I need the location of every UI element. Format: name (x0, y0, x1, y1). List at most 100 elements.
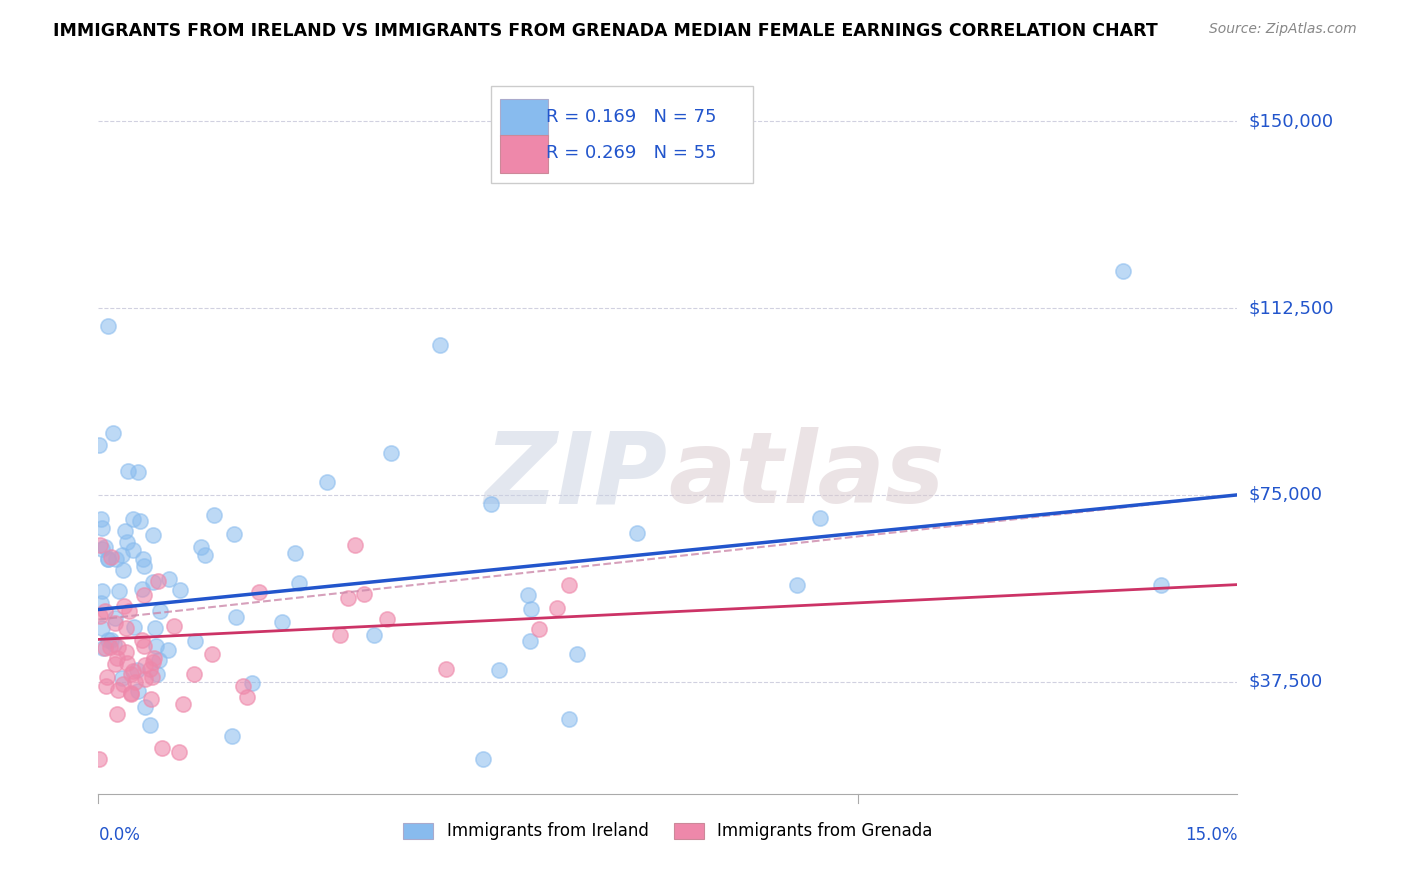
Point (132, 588, 155, 602)
Point (167, 745, 190, 759)
Point (90, 621, 112, 635)
Point (91, 641, 114, 656)
Point (236, 690, 259, 704)
Point (120, 686, 142, 700)
Point (808, 511, 831, 525)
Point (157, 573, 180, 587)
Point (104, 551, 127, 566)
Point (117, 464, 139, 478)
Point (114, 599, 136, 613)
Text: ZIP: ZIP (485, 427, 668, 524)
Point (143, 650, 166, 665)
Point (127, 465, 149, 479)
Point (343, 538, 366, 552)
Point (134, 700, 156, 714)
Point (146, 667, 169, 681)
Point (124, 675, 146, 690)
Point (111, 671, 134, 685)
Point (221, 729, 243, 743)
Point (105, 706, 128, 721)
Point (96, 670, 118, 684)
Point (100, 633, 122, 648)
Point (118, 604, 141, 618)
Point (429, 338, 451, 352)
Point (558, 712, 581, 726)
Point (127, 663, 149, 677)
Point (146, 574, 169, 588)
Point (134, 672, 156, 686)
Point (114, 620, 136, 634)
Point (121, 543, 143, 558)
Point (115, 657, 138, 671)
Point (145, 639, 167, 653)
Point (91, 542, 114, 557)
Point (520, 601, 543, 615)
Point (516, 588, 538, 602)
Point (112, 563, 135, 577)
Point (100, 640, 122, 655)
Point (141, 670, 163, 684)
Point (183, 667, 205, 681)
Text: R = 0.269   N = 55: R = 0.269 N = 55 (546, 144, 717, 162)
Point (127, 683, 149, 698)
Point (139, 662, 162, 676)
Point (375, 612, 398, 626)
Point (124, 620, 146, 634)
Text: $112,500: $112,500 (1249, 299, 1334, 317)
Point (156, 643, 179, 657)
Point (183, 633, 205, 648)
Point (97, 633, 120, 648)
Point (225, 609, 247, 624)
Point (1150, 577, 1173, 591)
Point (558, 577, 581, 591)
Point (104, 616, 127, 631)
Point (134, 559, 156, 574)
Point (91, 521, 114, 535)
Point (94, 540, 117, 554)
Text: IMMIGRANTS FROM IRELAND VS IMMIGRANTS FROM GRENADA MEDIAN FEMALE EARNINGS CORREL: IMMIGRANTS FROM IRELAND VS IMMIGRANTS FR… (53, 22, 1159, 40)
Point (142, 528, 165, 542)
Point (169, 583, 191, 598)
Point (194, 548, 217, 562)
Point (129, 514, 152, 528)
Text: 15.0%: 15.0% (1185, 826, 1237, 845)
Point (112, 677, 135, 691)
Point (90, 596, 112, 610)
Point (288, 576, 311, 591)
Point (97, 552, 120, 566)
Point (87, 752, 110, 766)
Point (786, 577, 808, 591)
Point (434, 662, 457, 676)
Point (150, 740, 173, 755)
Point (104, 657, 127, 671)
Point (97, 318, 120, 333)
Point (567, 647, 589, 661)
Point (107, 651, 129, 665)
Point (190, 540, 212, 554)
FancyBboxPatch shape (491, 86, 754, 184)
Text: $150,000: $150,000 (1249, 112, 1333, 130)
Point (546, 601, 568, 615)
Point (131, 582, 153, 596)
Point (1112, 263, 1135, 277)
Point (122, 512, 145, 526)
Point (120, 667, 142, 681)
Point (316, 475, 339, 489)
Text: Source: ZipAtlas.com: Source: ZipAtlas.com (1209, 22, 1357, 37)
Point (329, 627, 352, 641)
Point (87, 438, 110, 452)
Point (353, 587, 375, 601)
Point (202, 508, 225, 523)
Point (132, 639, 155, 653)
Text: 0.0%: 0.0% (98, 826, 141, 845)
Point (100, 550, 122, 565)
Point (104, 611, 127, 625)
Point (90, 511, 112, 525)
Point (148, 653, 170, 667)
Point (115, 534, 138, 549)
Text: atlas: atlas (668, 427, 945, 524)
Point (121, 664, 143, 678)
Point (232, 679, 254, 693)
Point (111, 549, 134, 563)
Point (380, 446, 402, 460)
